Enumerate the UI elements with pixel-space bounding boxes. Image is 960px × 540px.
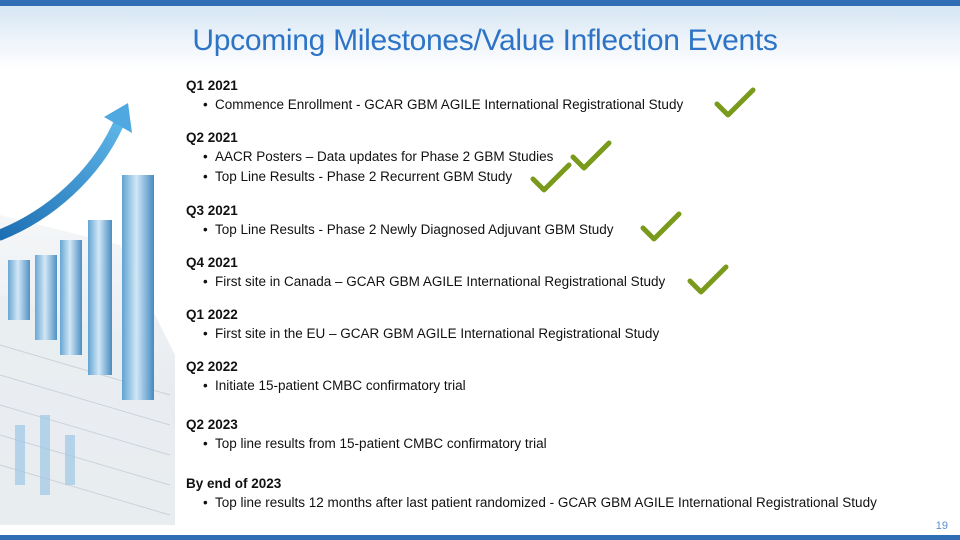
page-number: 19 <box>935 520 948 532</box>
milestones-list: Q1 2021 Commence Enrollment - GCAR GBM AG… <box>186 0 956 540</box>
milestone-period: Q3 2021 <box>186 203 238 218</box>
milestone-period: Q2 2021 <box>186 130 238 145</box>
milestone-period: Q1 2022 <box>186 307 238 322</box>
milestone-period: By end of 2023 <box>186 476 282 491</box>
milestone-item: Top line results from 15-patient CMBC co… <box>203 436 547 451</box>
milestone-item: First site in the EU – GCAR GBM AGILE In… <box>203 326 659 341</box>
milestone-item: First site in Canada – GCAR GBM AGILE In… <box>203 274 665 289</box>
bar-chart-arrow-illustration <box>0 103 175 525</box>
milestone-period: Q2 2023 <box>186 417 238 432</box>
milestone-item: Top Line Results - Phase 2 Recurrent GBM… <box>203 169 512 184</box>
header-gradient <box>0 6 960 70</box>
milestone-item: Top Line Results - Phase 2 Newly Diagnos… <box>203 222 613 237</box>
bottom-accent-bar <box>0 535 960 540</box>
milestone-item: Commence Enrollment - GCAR GBM AGILE Int… <box>203 97 683 112</box>
checkmark-icon <box>687 264 729 295</box>
milestone-period: Q2 2022 <box>186 359 238 374</box>
checkmark-icon <box>570 140 612 171</box>
checkmark-icon <box>640 211 682 242</box>
milestone-period: Q1 2021 <box>186 78 238 93</box>
checkmark-icon <box>530 162 572 193</box>
milestone-item: AACR Posters – Data updates for Phase 2 … <box>203 149 553 164</box>
slide-title: Upcoming Milestones/Value Inflection Eve… <box>192 24 778 57</box>
milestone-period: Q4 2021 <box>186 255 238 270</box>
checkmark-icon <box>714 87 756 118</box>
top-accent-bar <box>0 0 960 6</box>
milestone-item: Top line results 12 months after last pa… <box>203 495 877 510</box>
milestone-item: Initiate 15-patient CMBC confirmatory tr… <box>203 378 466 393</box>
